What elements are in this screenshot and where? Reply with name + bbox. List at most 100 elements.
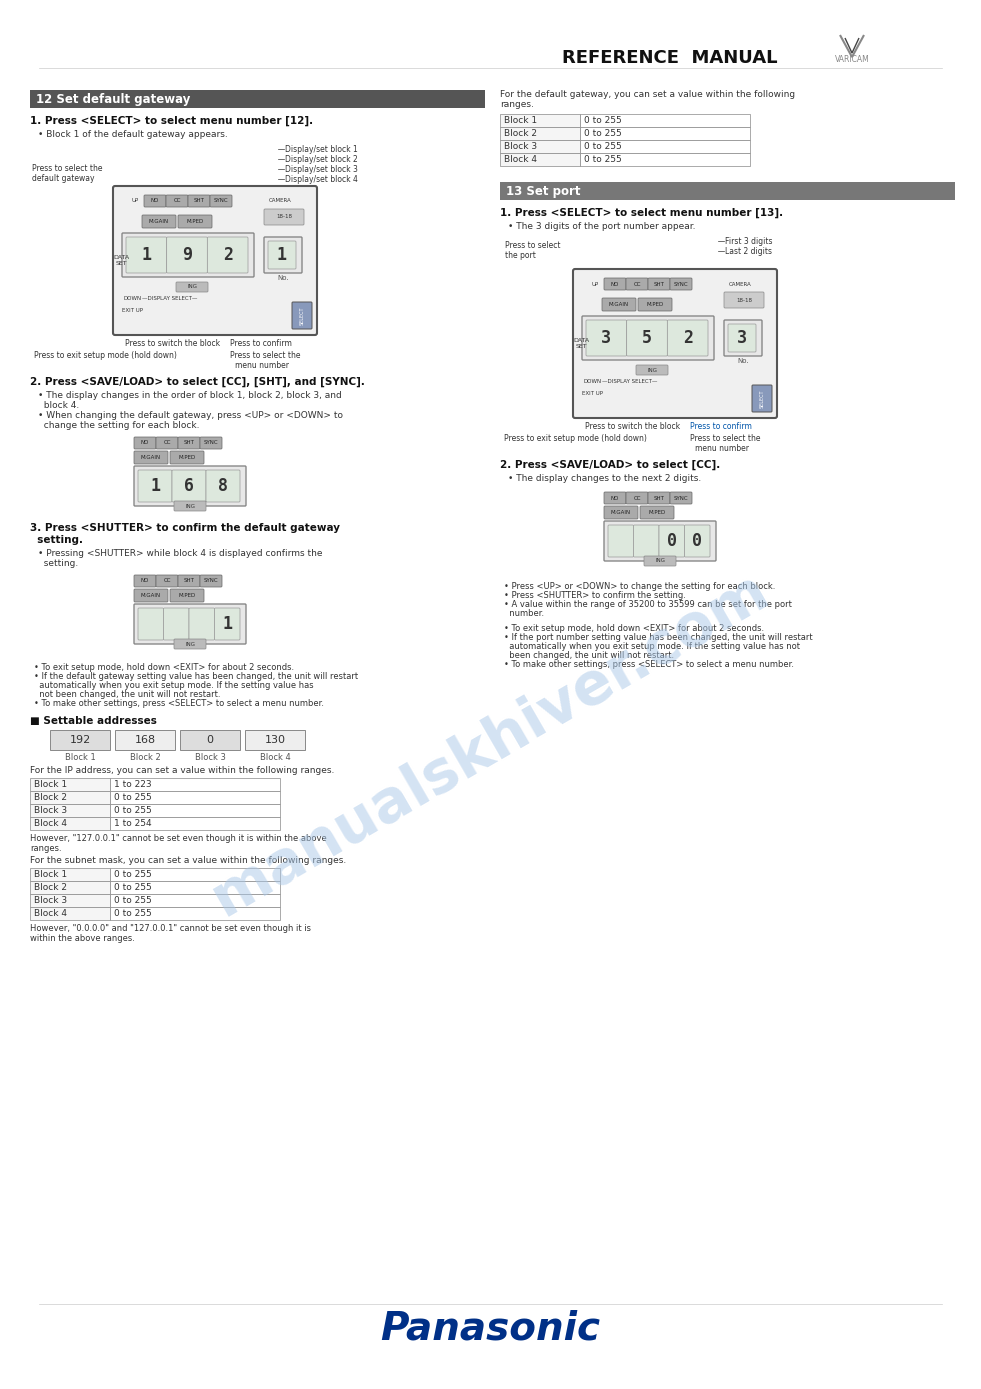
FancyBboxPatch shape <box>134 604 246 644</box>
Text: 0 to 255: 0 to 255 <box>584 129 622 138</box>
Text: menu number: menu number <box>695 444 749 453</box>
Text: Block 2: Block 2 <box>129 753 160 763</box>
FancyBboxPatch shape <box>134 451 168 464</box>
Text: 2: 2 <box>223 246 232 264</box>
FancyBboxPatch shape <box>659 525 685 557</box>
FancyBboxPatch shape <box>264 208 304 225</box>
Text: However, "127.0.0.1" cannot be set even though it is within the above
ranges.: However, "127.0.0.1" cannot be set even … <box>30 833 327 853</box>
Text: CC: CC <box>634 282 641 286</box>
Bar <box>500 153 580 167</box>
FancyBboxPatch shape <box>178 215 212 228</box>
Bar <box>30 790 110 804</box>
FancyBboxPatch shape <box>210 194 232 207</box>
Text: Block 3: Block 3 <box>34 806 67 815</box>
FancyBboxPatch shape <box>685 525 710 557</box>
FancyBboxPatch shape <box>178 575 200 588</box>
Text: ■ Settable addresses: ■ Settable addresses <box>30 715 157 726</box>
FancyBboxPatch shape <box>728 324 756 351</box>
Bar <box>30 817 110 831</box>
Text: SHT: SHT <box>193 199 204 204</box>
Text: menu number: menu number <box>235 361 289 369</box>
FancyBboxPatch shape <box>604 278 626 290</box>
FancyBboxPatch shape <box>644 556 676 565</box>
Bar <box>110 790 280 804</box>
Text: DOWN: DOWN <box>124 296 142 301</box>
Text: M.PED: M.PED <box>646 301 663 307</box>
Text: 0 to 255: 0 to 255 <box>114 870 152 879</box>
FancyBboxPatch shape <box>636 365 668 375</box>
Text: Block 1: Block 1 <box>34 870 67 879</box>
Text: 3. Press <SHUTTER> to confirm the default gateway: 3. Press <SHUTTER> to confirm the defaul… <box>30 524 340 533</box>
Text: 8: 8 <box>218 476 228 494</box>
Bar <box>115 731 175 750</box>
Text: Block 4: Block 4 <box>260 753 290 763</box>
FancyBboxPatch shape <box>627 319 667 356</box>
Text: setting.: setting. <box>30 535 83 544</box>
Text: 6: 6 <box>184 476 194 494</box>
Text: 0 to 255: 0 to 255 <box>584 142 622 151</box>
Text: EXIT UP: EXIT UP <box>583 390 603 396</box>
Text: Block 2: Block 2 <box>504 129 537 138</box>
FancyBboxPatch shape <box>207 238 248 274</box>
Text: 1. Press <SELECT> to select menu number [13].: 1. Press <SELECT> to select menu number … <box>500 208 783 218</box>
Text: 192: 192 <box>70 735 90 745</box>
Text: REFERENCE  MANUAL: REFERENCE MANUAL <box>562 49 778 67</box>
FancyBboxPatch shape <box>634 525 659 557</box>
Text: VARICAM: VARICAM <box>835 56 869 64</box>
Text: • Press <UP> or <DOWN> to change the setting for each block.: • Press <UP> or <DOWN> to change the set… <box>504 582 775 590</box>
FancyBboxPatch shape <box>582 317 714 360</box>
Bar <box>580 140 750 153</box>
FancyBboxPatch shape <box>206 469 240 501</box>
Text: Block 1: Block 1 <box>65 753 95 763</box>
Bar <box>180 731 240 750</box>
FancyBboxPatch shape <box>174 501 206 511</box>
FancyBboxPatch shape <box>573 269 777 418</box>
Text: ING: ING <box>187 285 197 289</box>
Text: Press to select
the port: Press to select the port <box>505 242 560 260</box>
Text: SELECT: SELECT <box>759 390 764 408</box>
Text: CAMERA: CAMERA <box>729 282 751 286</box>
Text: 18-18: 18-18 <box>276 214 292 219</box>
Text: NO: NO <box>141 440 149 446</box>
Text: SHT: SHT <box>653 282 664 286</box>
Text: • The display changes to the next 2 digits.: • The display changes to the next 2 digi… <box>508 474 701 483</box>
Text: Block 3: Block 3 <box>504 142 538 151</box>
FancyBboxPatch shape <box>176 282 208 292</box>
FancyBboxPatch shape <box>604 521 716 561</box>
Bar <box>30 804 110 817</box>
Text: ING: ING <box>647 368 657 372</box>
Text: Block 3: Block 3 <box>194 753 226 763</box>
Text: • A value within the range of 35200 to 35599 can be set for the port: • A value within the range of 35200 to 3… <box>504 600 792 608</box>
Text: 168: 168 <box>134 735 156 745</box>
Text: NO: NO <box>151 199 159 204</box>
FancyBboxPatch shape <box>164 608 189 640</box>
Text: For the subnet mask, you can set a value within the following ranges.: For the subnet mask, you can set a value… <box>30 856 346 865</box>
Text: 5: 5 <box>642 329 652 347</box>
FancyBboxPatch shape <box>604 492 626 504</box>
FancyBboxPatch shape <box>172 469 206 501</box>
Text: M.GAIN: M.GAIN <box>609 301 629 307</box>
Text: ING: ING <box>185 503 195 508</box>
Text: 1: 1 <box>141 246 151 264</box>
FancyBboxPatch shape <box>138 608 164 640</box>
Text: 1 to 254: 1 to 254 <box>114 820 152 828</box>
Text: M.PED: M.PED <box>648 510 666 515</box>
FancyBboxPatch shape <box>134 465 246 506</box>
FancyBboxPatch shape <box>156 575 178 588</box>
Text: CAMERA: CAMERA <box>269 199 291 204</box>
Text: 0 to 255: 0 to 255 <box>584 117 622 125</box>
Text: First 3 digits: First 3 digits <box>725 236 772 246</box>
Text: • To exit setup mode, hold down <EXIT> for about 2 seconds.: • To exit setup mode, hold down <EXIT> f… <box>34 663 294 672</box>
Text: ING: ING <box>655 558 665 564</box>
FancyBboxPatch shape <box>626 492 648 504</box>
FancyBboxPatch shape <box>215 608 240 640</box>
Text: 1: 1 <box>223 615 232 633</box>
Text: NO: NO <box>141 578 149 583</box>
Text: Press to exit setup mode (hold down): Press to exit setup mode (hold down) <box>34 351 177 360</box>
Text: • The display changes in the order of block 1, block 2, block 3, and: • The display changes in the order of bl… <box>38 390 341 400</box>
FancyBboxPatch shape <box>670 278 692 290</box>
Text: CC: CC <box>174 199 181 204</box>
Bar <box>110 817 280 831</box>
Bar <box>500 140 580 153</box>
Text: Block 2: Block 2 <box>34 883 67 892</box>
